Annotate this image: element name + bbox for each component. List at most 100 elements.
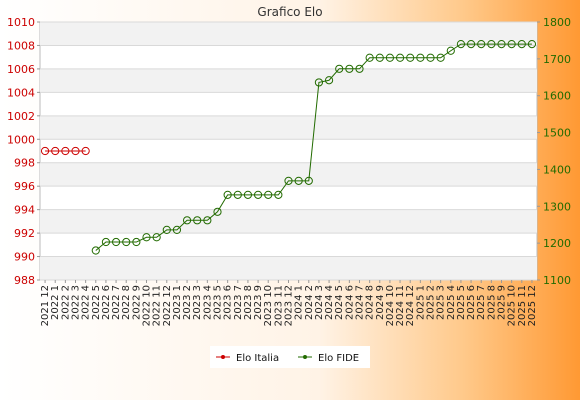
x-tick-label: 2023 10 xyxy=(263,285,274,326)
data-point-elo-fide xyxy=(264,190,273,199)
data-point-elo-italia xyxy=(40,146,50,156)
y-left-tick-label: 1000 xyxy=(7,133,35,146)
data-point-elo-fide xyxy=(456,40,466,49)
x-tick-label: 2023 3 xyxy=(192,285,203,320)
y-left-tick-label: 1002 xyxy=(7,110,35,123)
y-axis-right: 1100 1200 1300 1400 1500 1600 1700 1800 xyxy=(537,16,571,287)
legend-italia-marker xyxy=(221,355,225,359)
data-point-elo-fide xyxy=(172,225,182,234)
data-point-elo-fide xyxy=(527,40,537,49)
y-right-tick-label: 1600 xyxy=(543,90,571,103)
data-point-elo-fide xyxy=(182,216,192,225)
x-tick-label: 2022 2 xyxy=(60,285,71,320)
legend-box xyxy=(210,346,370,368)
data-point-elo-fide xyxy=(294,176,303,185)
data-point-elo-italia xyxy=(81,146,90,156)
data-point-elo-italia xyxy=(71,146,80,156)
x-tick-label: 2024 5 xyxy=(334,285,345,320)
x-tick-label: 2025 2 xyxy=(426,285,437,320)
data-point-elo-italia xyxy=(51,146,60,156)
y-left-tick-label: 1006 xyxy=(7,63,35,76)
x-tick-label: 2022 11 xyxy=(152,285,163,326)
x-tick-label: 2024 10 xyxy=(385,285,396,326)
y-left-tick-label: 1004 xyxy=(7,86,35,99)
x-tick-label: 2023 2 xyxy=(182,285,193,320)
data-point-elo-fide xyxy=(517,40,526,49)
grid-band xyxy=(40,22,537,46)
grid-band xyxy=(40,209,537,234)
data-point-elo-fide xyxy=(426,53,435,62)
data-point-elo-fide xyxy=(203,216,212,225)
x-tick-label: 2025 7 xyxy=(476,285,487,320)
x-tick-label: 2022 6 xyxy=(101,285,112,320)
x-tick-label: 2022 1 xyxy=(50,285,61,320)
x-tick-label: 2022 3 xyxy=(71,285,82,320)
x-tick-label: 2023 8 xyxy=(243,285,254,320)
x-tick-label: 2022 8 xyxy=(121,285,132,320)
data-point-elo-fide xyxy=(375,53,384,62)
x-tick-label: 2021 12 xyxy=(40,285,51,326)
x-tick-label: 2024 6 xyxy=(344,285,355,320)
x-tick-label: 2023 12 xyxy=(284,285,295,326)
x-tick-label: 2025 12 xyxy=(527,285,538,326)
data-point-elo-fide xyxy=(497,40,506,49)
x-tick-label: 2022 10 xyxy=(142,285,153,326)
x-axis: 2021 12 2022 1 2022 2 2022 3 2022 4 2022 5 202… xyxy=(40,280,538,326)
chart-title: Grafico Elo xyxy=(257,5,322,19)
grid-bands xyxy=(40,22,537,280)
x-tick-label: 2025 9 xyxy=(497,285,508,320)
grid-band xyxy=(40,162,537,187)
x-tick-label: 2022 5 xyxy=(91,285,102,320)
x-tick-label: 2025 8 xyxy=(486,285,497,320)
data-point-elo-fide xyxy=(477,40,486,49)
data-point-elo-fide xyxy=(507,40,516,49)
data-point-elo-fide xyxy=(223,190,232,199)
data-point-elo-fide xyxy=(122,237,131,247)
series-line-elo-fide xyxy=(95,43,532,251)
data-point-elo-fide xyxy=(304,176,313,185)
x-tick-label: 2023 6 xyxy=(223,285,234,320)
x-tick-label: 2022 12 xyxy=(162,285,173,326)
y-right-tick-label: 1300 xyxy=(543,200,571,213)
y-left-tick-label: 1010 xyxy=(7,16,35,29)
x-tick-label: 2025 5 xyxy=(456,285,467,320)
data-point-elo-fide xyxy=(446,46,455,55)
x-tick-label: 2025 3 xyxy=(436,285,447,320)
x-tick-label: 2025 10 xyxy=(507,285,518,326)
x-tick-label: 2022 7 xyxy=(111,285,122,320)
data-point-elo-fide xyxy=(466,40,476,49)
data-point-elo-fide xyxy=(101,237,111,247)
x-tick-label: 2025 1 xyxy=(415,285,426,320)
grid-band xyxy=(40,68,537,93)
data-point-elo-fide xyxy=(253,190,263,199)
y-axis-left: 988 990 992 994 996 998 1000 1002 1004 1006 1008 10… xyxy=(7,16,40,287)
y-right-tick-label: 1400 xyxy=(543,163,571,176)
x-tick-label: 2024 11 xyxy=(395,285,406,326)
grid-band xyxy=(40,115,537,140)
y-left-tick-label: 992 xyxy=(14,227,35,240)
series-layer xyxy=(40,40,537,255)
data-point-elo-fide xyxy=(193,216,202,225)
x-tick-label: 2022 4 xyxy=(81,285,92,320)
x-tick-label: 2023 4 xyxy=(202,285,213,320)
y-left-tick-label: 994 xyxy=(14,204,35,217)
legend: Elo Italia Elo FIDE xyxy=(210,346,370,368)
x-tick-label: 2024 8 xyxy=(365,285,376,320)
grid-band xyxy=(40,256,537,280)
legend-item-elo-fide: Elo FIDE xyxy=(318,353,359,364)
data-point-elo-fide xyxy=(406,53,415,62)
y-left-tick-label: 996 xyxy=(14,180,35,193)
x-tick-label: 2022 9 xyxy=(131,285,142,320)
x-tick-label: 2024 12 xyxy=(405,285,416,326)
x-tick-label: 2024 4 xyxy=(324,285,335,320)
data-point-elo-fide xyxy=(395,53,405,62)
x-tick-label: 2024 7 xyxy=(355,285,366,320)
y-right-tick-label: 1500 xyxy=(543,127,571,140)
y-left-tick-label: 1008 xyxy=(7,39,35,52)
data-point-elo-fide xyxy=(314,78,324,87)
data-point-elo-fide xyxy=(233,190,242,199)
x-tick-label: 2023 9 xyxy=(253,285,264,320)
y-left-tick-label: 998 xyxy=(14,157,35,170)
